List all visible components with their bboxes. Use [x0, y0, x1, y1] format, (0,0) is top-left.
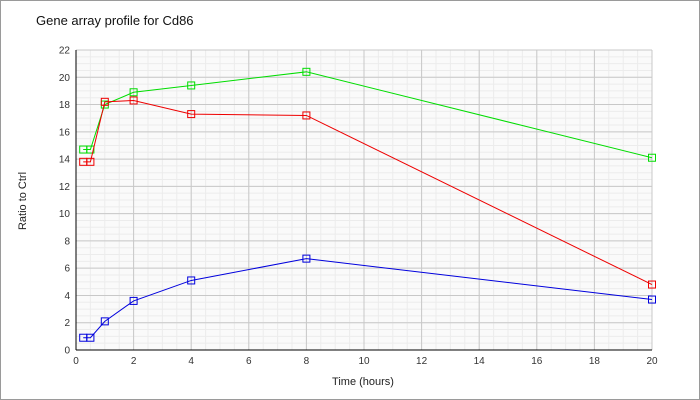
- data-point-blue: [187, 276, 196, 285]
- data-point-red: [129, 96, 138, 105]
- data-point-red: [302, 111, 311, 120]
- axes: 0 2 4 6 8 10 12 14 16 18 20 0 2 4 6 8 10 12 14 16 18 20 22: [59, 46, 658, 368]
- y-tick-label: 2: [64, 318, 70, 329]
- y-tick-label: 12: [59, 182, 71, 193]
- y-tick-label: 6: [64, 264, 70, 275]
- x-tick-label: 8: [304, 356, 310, 367]
- x-tick-label: 0: [73, 356, 79, 367]
- data-point-blue: [648, 295, 656, 304]
- data-point-green: [648, 153, 656, 162]
- y-tick-label: 8: [64, 236, 70, 247]
- data-point-blue: [129, 296, 138, 305]
- data-point-red: [86, 157, 95, 166]
- x-tick-label: 2: [131, 356, 137, 367]
- y-tick-label: 16: [59, 127, 71, 138]
- y-tick-label: 0: [64, 346, 70, 357]
- data-point-green: [302, 67, 311, 76]
- x-tick-label: 12: [416, 356, 428, 367]
- series-line-blue: [83, 258, 653, 339]
- data-point-red: [187, 110, 196, 119]
- x-tick-label: 4: [188, 356, 194, 367]
- x-tick-label: 20: [646, 356, 658, 367]
- data-point-green: [86, 145, 95, 154]
- y-axis-label: Ratio to Ctrl: [17, 172, 29, 230]
- series-line-red: [83, 99, 653, 285]
- x-tick-label: 16: [531, 356, 543, 367]
- y-tick-label: 18: [59, 100, 71, 111]
- data-point-red: [648, 280, 656, 289]
- series-layer: [79, 67, 656, 342]
- data-point-red: [100, 97, 109, 106]
- chart-title: Gene array profile for Cd86: [36, 13, 194, 28]
- series-line-green: [83, 71, 653, 159]
- x-tick-label: 6: [246, 356, 252, 367]
- x-tick-label: 10: [358, 356, 370, 367]
- data-point-green: [129, 88, 138, 97]
- y-tick-label: 14: [59, 155, 71, 166]
- data-point-blue: [100, 317, 109, 326]
- y-tick-label: 20: [59, 73, 71, 84]
- grid: [75, 49, 653, 351]
- x-axis-label: Time (hours): [332, 376, 394, 388]
- y-tick-label: 4: [64, 291, 70, 302]
- x-tick-label: 18: [589, 356, 601, 367]
- data-point-blue: [86, 333, 95, 342]
- y-tick-label: 10: [59, 209, 71, 220]
- data-point-green: [187, 81, 196, 90]
- data-point-blue: [302, 254, 311, 263]
- y-tick-label: 22: [59, 46, 71, 57]
- x-tick-label: 14: [474, 356, 486, 367]
